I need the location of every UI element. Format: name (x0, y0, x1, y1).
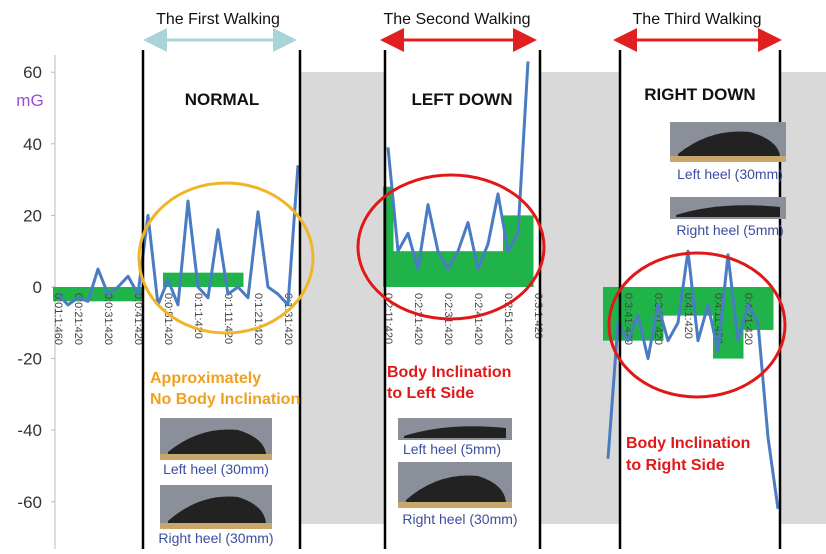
y-tick-label: 60 (23, 63, 42, 82)
condition-label: RIGHT DOWN (644, 85, 755, 104)
data-line (56, 61, 780, 510)
average-bar (753, 286, 764, 330)
average-bar (433, 251, 444, 287)
y-tick-label: 40 (23, 135, 42, 154)
x-tick-label: 0:1:1:420 (192, 293, 204, 339)
x-tick-label: 0:1:11:420 (222, 293, 234, 344)
y-tick-label: -20 (17, 350, 42, 369)
x-tick-label: 0:3:51:420 (652, 293, 664, 345)
average-bar (683, 286, 694, 316)
note: No Body Inclination (150, 391, 300, 408)
average-bar (733, 286, 744, 359)
x-tick-label: 0:4:21:420 (742, 293, 754, 345)
average-bar (223, 272, 234, 287)
average-bar (643, 286, 654, 341)
heel-label: Left heel (30mm) (677, 166, 783, 182)
note: to Left Side (387, 385, 474, 402)
heel-label: Right heel (30mm) (158, 530, 273, 546)
average-bar (213, 272, 224, 287)
condition-label: NORMAL (185, 90, 260, 109)
x-tick-label: 0:0:41:420 (132, 293, 144, 345)
note: to Right Side (626, 457, 725, 474)
x-tick-label: 0:0:51:420 (162, 293, 174, 345)
average-bar (393, 251, 404, 287)
condition-label: LEFT DOWN (411, 90, 512, 109)
y-tick-label: 0 (33, 278, 42, 297)
average-bar (383, 186, 394, 287)
average-bar (183, 272, 194, 287)
plot-area: 60 40 20 0 -20 -40 -60 0:01:1:460 0:0:21:420 0:0:… (17, 61, 780, 512)
average-bar (603, 286, 614, 341)
average-bar (633, 286, 644, 341)
average-bar (73, 286, 84, 302)
average-bar (663, 286, 674, 316)
average-bar (83, 286, 94, 302)
walking-label: The Third Walking (633, 11, 762, 28)
x-tick-label: 0:0:31:420 (102, 293, 114, 345)
note: Body Inclination (626, 435, 750, 452)
y-tick-label: 20 (23, 206, 42, 225)
average-bar (513, 215, 524, 287)
shoe-photos (160, 122, 786, 529)
average-bar (493, 251, 504, 287)
average-bar (613, 286, 624, 341)
average-bar (703, 286, 714, 316)
x-tick-label: 0:01:1:460 (52, 293, 64, 345)
heel-label: Right heel (5mm) (676, 222, 783, 238)
average-bar (483, 251, 494, 287)
heel-label: Right heel (30mm) (402, 511, 517, 527)
average-bar (723, 286, 734, 359)
x-tick-label: 0:2:21:420 (412, 293, 424, 345)
highlight-ellipses (137, 173, 787, 399)
x-tick-label: 0:4:1:420 (682, 293, 694, 339)
average-bar (403, 251, 414, 287)
average-bar (693, 286, 704, 316)
average-bar (93, 286, 104, 302)
unit-label: mG (16, 91, 43, 110)
heel-label: Left heel (5mm) (403, 441, 501, 457)
x-tick-label: 0:1:21:420 (252, 293, 264, 345)
average-bar (523, 215, 534, 287)
average-bar (63, 286, 74, 302)
heel-label: Left heel (30mm) (163, 461, 269, 477)
average-bar (463, 251, 474, 287)
average-bar (173, 272, 184, 287)
walking-label: The Second Walking (383, 11, 530, 28)
note: Body Inclination (387, 364, 511, 381)
x-tick-label: 0:0:21:420 (72, 293, 84, 345)
average-bar (423, 251, 434, 287)
average-bar (113, 286, 124, 302)
note: Approximately (150, 370, 261, 387)
average-bar (623, 286, 634, 341)
average-bar (453, 251, 464, 287)
average-bar (713, 286, 724, 359)
average-bar (123, 286, 134, 302)
x-tick-label: 0:2:41:420 (472, 293, 484, 345)
y-tick-label: -40 (17, 421, 42, 440)
x-tick-label: 0:3:1:420 (532, 293, 544, 339)
average-bar (203, 272, 214, 287)
average-bar (653, 286, 664, 341)
walking-label: The First Walking (156, 11, 280, 28)
y-tick-label: -60 (17, 493, 42, 512)
average-bar (233, 272, 244, 287)
average-bar (763, 286, 774, 330)
average-bar (673, 286, 684, 316)
